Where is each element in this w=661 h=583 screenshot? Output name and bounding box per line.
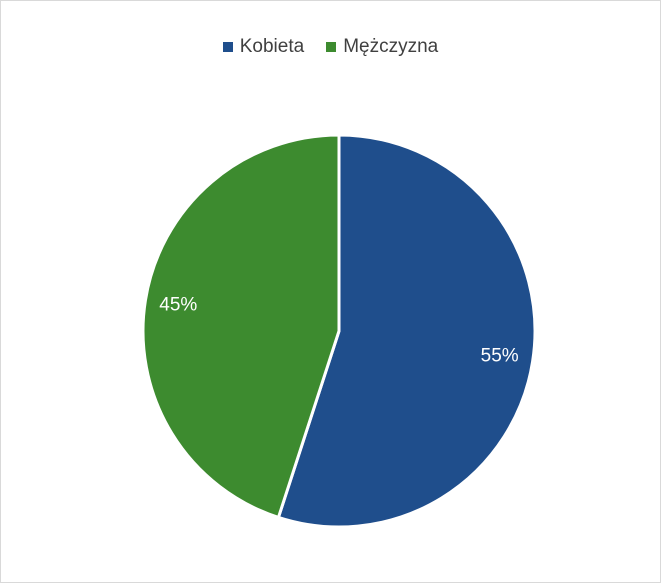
pie-slice-kobieta: [276, 133, 537, 529]
legend-swatch-mezczyzna: [326, 42, 337, 52]
legend-label-mezczyzna: Mężczyzna: [343, 36, 439, 57]
legend-item-mezczyzna: Mężczyzna: [326, 36, 438, 58]
data-label-kobieta: 55%: [481, 345, 519, 366]
data-label-mezczyzna: 45%: [159, 295, 197, 316]
legend: Kobieta Mężczyzna: [0, 36, 661, 58]
legend-swatch-kobieta: [222, 42, 233, 52]
legend-item-kobieta: Kobieta: [222, 36, 305, 58]
pie-slice-mezczyzna: [141, 133, 341, 519]
legend-label-kobieta: Kobieta: [239, 36, 305, 57]
